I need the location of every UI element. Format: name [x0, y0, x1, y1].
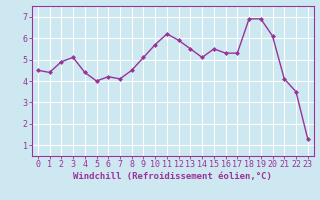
X-axis label: Windchill (Refroidissement éolien,°C): Windchill (Refroidissement éolien,°C): [73, 172, 272, 181]
